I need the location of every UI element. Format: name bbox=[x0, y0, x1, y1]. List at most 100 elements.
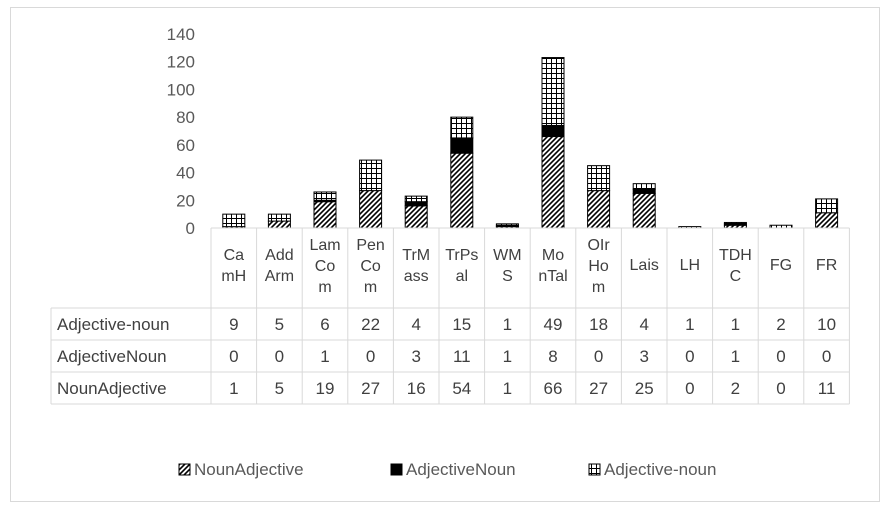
table-cell-value: 1 bbox=[320, 347, 329, 366]
table-cell-value: 0 bbox=[685, 347, 694, 366]
category-label: OIr bbox=[587, 237, 610, 254]
bar-nounadjective-2 bbox=[313, 201, 337, 229]
table-cell-value: 1 bbox=[503, 379, 512, 398]
table-cell-value: 19 bbox=[316, 379, 335, 398]
category-label: ass bbox=[404, 268, 429, 285]
category-label: Ca bbox=[224, 247, 245, 264]
bar-adjective-noun-13 bbox=[815, 198, 839, 214]
table-cell-value: 16 bbox=[407, 379, 426, 398]
bar-adjectivenoun-9 bbox=[632, 188, 656, 194]
legend-swatch bbox=[588, 463, 601, 476]
legend-label: AdjectiveNoun bbox=[406, 460, 516, 479]
category-label: FG bbox=[770, 257, 792, 274]
bar-adjective-noun-6 bbox=[495, 223, 519, 226]
bar-adjective-noun-1 bbox=[267, 213, 291, 222]
bar-nounadjective-4 bbox=[404, 205, 428, 229]
table-cell-value: 5 bbox=[275, 315, 284, 334]
bar-nounadjective-13 bbox=[815, 212, 839, 229]
bar-adjective-noun-5 bbox=[450, 116, 474, 139]
table-cell-value: 0 bbox=[366, 347, 375, 366]
bar-adjective-noun-9 bbox=[632, 183, 656, 190]
category-label: mH bbox=[221, 268, 246, 285]
table-cell-value: 22 bbox=[361, 315, 380, 334]
table-cell-value: 0 bbox=[776, 347, 785, 366]
bar-adjective-noun-3 bbox=[359, 159, 383, 192]
table-cell-value: 1 bbox=[503, 347, 512, 366]
category-label: m bbox=[592, 279, 605, 296]
category-label: nTal bbox=[538, 268, 567, 285]
table-cell-value: 49 bbox=[544, 315, 563, 334]
bar-nounadjective-7 bbox=[541, 136, 565, 229]
table-cell-value: 0 bbox=[822, 347, 831, 366]
table-row-label: AdjectiveNoun bbox=[57, 347, 167, 366]
category-label: WM bbox=[493, 247, 521, 264]
table-cell-value: 54 bbox=[452, 379, 471, 398]
y-tick-label: 120 bbox=[167, 53, 195, 72]
y-tick-label: 40 bbox=[176, 164, 195, 183]
bar-nounadjective-1 bbox=[267, 220, 291, 229]
table-row-label: NounAdjective bbox=[57, 379, 167, 398]
category-label: LH bbox=[680, 257, 700, 274]
legend-swatch bbox=[178, 463, 191, 476]
data-table: Ca mH Add Arm Lam Co m Pen Co m TrM ass TrPs al WM S Mo n… bbox=[50, 227, 850, 405]
table-cell-value: 6 bbox=[320, 315, 329, 334]
legend: NounAdjective AdjectiveNoun Adjective-noun bbox=[178, 460, 716, 479]
y-tick-label: 0 bbox=[186, 219, 195, 238]
bar-adjective-noun-8 bbox=[587, 165, 611, 192]
category-label: Mo bbox=[542, 247, 564, 264]
table-cell-value: 1 bbox=[229, 379, 238, 398]
category-label: Co bbox=[360, 258, 381, 275]
table-cell-value: 5 bbox=[275, 379, 284, 398]
table-cell-value: 11 bbox=[453, 347, 471, 366]
category-label: Arm bbox=[265, 268, 294, 285]
category-label: Co bbox=[315, 258, 336, 275]
category-label: Ho bbox=[588, 258, 609, 275]
y-tick-label: 100 bbox=[167, 80, 195, 99]
category-label: m bbox=[318, 279, 331, 296]
y-axis: 0 20 40 60 80 100 120 140 bbox=[167, 25, 195, 238]
table-cell-value: 2 bbox=[731, 379, 740, 398]
table-cell-value: 0 bbox=[275, 347, 284, 366]
bar-adjectivenoun-4 bbox=[404, 201, 428, 207]
table-cell-value: 10 bbox=[817, 315, 836, 334]
bar-adjectivenoun-7 bbox=[541, 124, 565, 138]
bar-nounadjective-8 bbox=[587, 190, 611, 229]
table-cell-value: 0 bbox=[685, 379, 694, 398]
bar-adjective-noun-7 bbox=[541, 57, 565, 126]
legend-label: NounAdjective bbox=[194, 460, 304, 479]
table-cell-value: 4 bbox=[411, 315, 420, 334]
table-cell-value: 25 bbox=[635, 379, 654, 398]
table-cell-value: 8 bbox=[548, 347, 557, 366]
category-label: C bbox=[730, 268, 742, 285]
y-tick-label: 80 bbox=[176, 108, 195, 127]
category-label: Add bbox=[265, 247, 293, 264]
category-label: Lais bbox=[630, 257, 659, 274]
bar-nounadjective-9 bbox=[632, 192, 656, 229]
category-label: Pen bbox=[356, 237, 384, 254]
y-tick-label: 20 bbox=[176, 191, 195, 210]
bar-adjective-noun-2 bbox=[313, 191, 337, 201]
category-label: m bbox=[364, 279, 377, 296]
table-cell-value: 15 bbox=[452, 315, 471, 334]
bar-nounadjective-3 bbox=[359, 190, 383, 229]
category-label: al bbox=[456, 268, 468, 285]
table-cell-value: 27 bbox=[361, 379, 380, 398]
legend-label: Adjective-noun bbox=[604, 460, 716, 479]
bar-adjective-noun-11 bbox=[723, 221, 747, 225]
table-cell-value: 0 bbox=[229, 347, 238, 366]
y-tick-label: 140 bbox=[167, 25, 195, 44]
bar-adjective-noun-4 bbox=[404, 195, 428, 203]
category-label: TrPs bbox=[445, 247, 478, 264]
table-cell-value: 11 bbox=[818, 379, 836, 398]
table-cell-value: 1 bbox=[503, 315, 512, 334]
chart-frame: 0 20 40 60 80 100 120 140 Ca mH Add Arm Lam Co m Pen Co… bbox=[10, 7, 880, 502]
table-cell-value: 1 bbox=[731, 347, 740, 366]
table-cell-value: 18 bbox=[589, 315, 608, 334]
table-cell-value: 27 bbox=[589, 379, 608, 398]
y-tick-label: 60 bbox=[176, 136, 195, 155]
table-cell-value: 1 bbox=[731, 315, 740, 334]
table-cell-value: 0 bbox=[594, 347, 603, 366]
table-cell-value: 0 bbox=[776, 379, 785, 398]
table-cell-value: 1 bbox=[685, 315, 694, 334]
table-cell-value: 3 bbox=[411, 347, 420, 366]
